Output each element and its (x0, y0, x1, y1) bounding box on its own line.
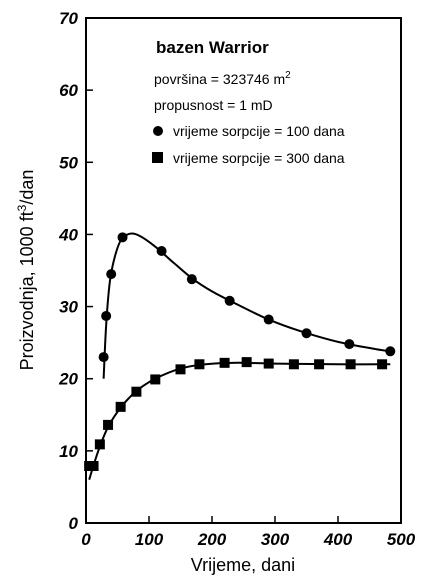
legend-circle-marker (153, 126, 163, 136)
data-point-square (94, 439, 105, 450)
data-markers (84, 232, 396, 472)
y-axis-label-tail: /dan (17, 170, 37, 205)
data-point-circle (156, 246, 167, 257)
y-tick-labels: 0 10 20 30 40 50 60 70 (58, 9, 78, 533)
x-tick-label: 100 (135, 530, 164, 549)
data-point-circle (101, 310, 112, 321)
plot-frame (85, 17, 402, 524)
y-tick-label: 20 (58, 370, 78, 389)
data-point-square (115, 401, 126, 412)
y-tick-label: 40 (58, 225, 78, 244)
data-point-square (288, 359, 299, 370)
data-point-square (263, 358, 274, 369)
y-axis-label-exponent: 3 (15, 204, 29, 211)
data-point-square (175, 364, 186, 375)
data-point-square (103, 419, 114, 430)
data-point-circle (106, 269, 117, 280)
series-curve-2 (88, 361, 391, 480)
tick-marks (86, 89, 339, 523)
data-point-circle (301, 328, 312, 339)
x-tick-label: 400 (323, 530, 353, 549)
data-point-circle (186, 274, 197, 285)
legend-square-marker (152, 152, 163, 163)
y-tick-label: 10 (59, 442, 78, 461)
x-tick-labels: 0 100 200 300 400 500 (81, 530, 415, 549)
data-point-square (345, 359, 356, 370)
x-tick-label: 300 (261, 530, 290, 549)
legend: vrijeme sorpcije = 100 dana vrijeme sorp… (152, 123, 345, 166)
data-point-square (241, 357, 252, 368)
x-tick-label: 0 (81, 530, 91, 549)
data-point-circle (117, 232, 128, 243)
data-point-square (194, 359, 205, 370)
y-tick-label: 60 (59, 81, 78, 100)
legend-label-series-2: vrijeme sorpcije = 300 dana (173, 150, 345, 166)
fitted-curves (88, 232, 391, 480)
y-axis-label-main: Proizvodnja, 1000 ft (17, 211, 37, 370)
area-annotation-exponent: 2 (285, 70, 291, 81)
permeability-annotation: propusnost = 1 mD (154, 97, 273, 113)
legend-label-series-1: vrijeme sorpcije = 100 dana (173, 123, 345, 139)
data-point-circle (263, 314, 274, 325)
y-tick-label: 30 (59, 298, 78, 317)
x-tick-label: 200 (197, 530, 227, 549)
data-point-circle (344, 339, 355, 350)
area-annotation-text: površina = 323746 m (154, 71, 285, 87)
y-tick-label: 0 (69, 514, 79, 533)
x-tick-label: 500 (387, 530, 416, 549)
data-point-square (131, 386, 142, 397)
data-point-square (314, 359, 325, 370)
y-tick-label: 50 (59, 153, 78, 172)
area-annotation: površina = 323746 m2 (154, 70, 291, 87)
y-axis-label: Proizvodnja, 1000 ft3/dan (15, 170, 37, 371)
data-point-circle (224, 295, 235, 306)
data-point-square (219, 357, 230, 368)
data-point-square (88, 461, 99, 472)
series-curve-1 (102, 232, 391, 379)
chart-title: bazen Warrior (156, 38, 269, 57)
data-point-circle (385, 346, 396, 357)
data-point-circle (98, 352, 109, 363)
y-tick-label: 70 (59, 9, 78, 28)
data-point-square (150, 374, 161, 385)
data-point-square (377, 359, 388, 370)
x-axis-label: Vrijeme, dani (191, 555, 295, 575)
